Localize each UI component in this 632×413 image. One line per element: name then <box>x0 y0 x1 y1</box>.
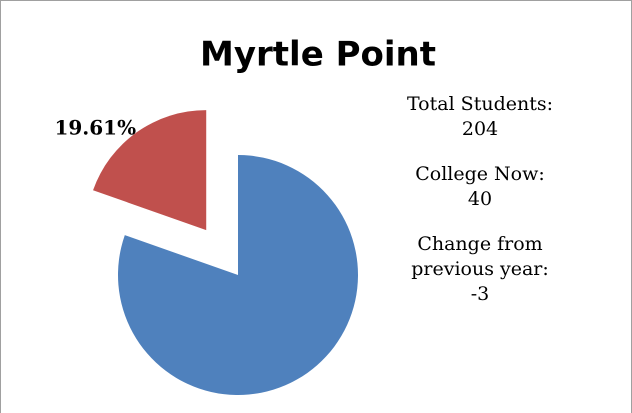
info-panel: Total Students: 204 College Now: 40 Change f… <box>400 92 560 327</box>
chart-title: Myrtle Point <box>200 35 436 75</box>
pie-slice <box>117 155 359 396</box>
annotation: College Now: 40 <box>400 162 560 212</box>
annotation-label: Change from previous year: <box>411 233 549 280</box>
pie-slice <box>93 110 207 231</box>
annotation-value: -3 <box>470 283 490 305</box>
data-label: 19.61% <box>54 116 136 140</box>
annotation-value: 204 <box>461 118 499 140</box>
annotation-value: 40 <box>467 188 493 210</box>
annotation-label: College Now: <box>415 163 545 185</box>
annotation: Total Students: 204 <box>400 92 560 142</box>
annotation: Change from previous year: -3 <box>400 232 560 307</box>
annotation-label: Total Students: <box>406 93 554 115</box>
